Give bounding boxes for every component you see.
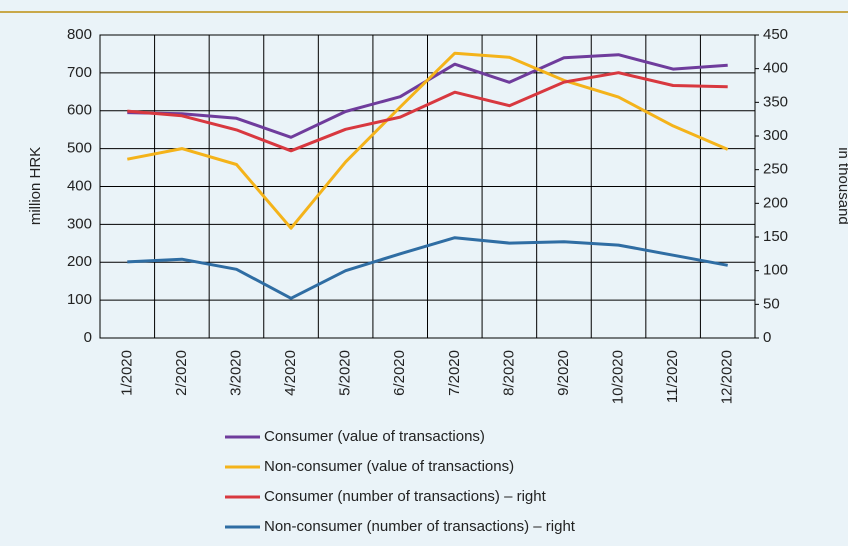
series-line <box>127 71 728 153</box>
y2-tick-label: 150 <box>763 228 788 245</box>
x-tick-label: 4/2020 <box>282 350 299 396</box>
y-tick-label: 200 <box>67 253 92 270</box>
y-tick-label: 600 <box>67 102 92 119</box>
y2-tick-label: 450 <box>763 26 788 43</box>
legend-label: Non-consumer (number of transactions) – … <box>264 518 576 535</box>
y-tick-label: 100 <box>67 291 92 308</box>
x-tick-label: 10/2020 <box>610 350 627 404</box>
y-tick-label: 300 <box>67 215 92 232</box>
x-tick-label: 3/2020 <box>227 350 244 396</box>
y2-tick-label: 200 <box>763 194 788 211</box>
y2-tick-label: 300 <box>763 127 788 144</box>
y-tick-label: 700 <box>67 64 92 81</box>
legend-label: Consumer (value of transactions) <box>264 428 485 445</box>
y2-tick-label: 0 <box>763 329 771 346</box>
y2-tick-label: 400 <box>763 60 788 77</box>
x-tick-label: 1/2020 <box>118 350 135 396</box>
x-tick-label: 7/2020 <box>446 350 463 396</box>
legend-label: Consumer (number of transactions) – righ… <box>264 488 547 505</box>
y-axis-label: million HRK <box>27 147 44 225</box>
x-tick-label: 6/2020 <box>391 350 408 396</box>
y-tick-label: 0 <box>84 329 92 346</box>
x-tick-label: 11/2020 <box>664 350 681 403</box>
y-tick-label: 800 <box>67 26 92 43</box>
x-tick-label: 8/2020 <box>500 350 517 396</box>
x-tick-label: 12/2020 <box>719 350 736 404</box>
y-tick-label: 500 <box>67 140 92 157</box>
x-tick-label: 5/2020 <box>337 350 354 396</box>
y2-tick-label: 250 <box>763 161 788 178</box>
legend-label: Non-consumer (value of transactions) <box>264 458 514 475</box>
series-line <box>127 236 728 300</box>
y2-tick-label: 100 <box>763 262 788 279</box>
y2-axis-label: in thousand <box>835 147 848 225</box>
y2-tick-label: 50 <box>763 295 780 312</box>
y-tick-label: 400 <box>67 177 92 194</box>
x-tick-label: 9/2020 <box>555 350 572 396</box>
y2-tick-label: 350 <box>763 93 788 110</box>
x-tick-label: 2/2020 <box>173 350 190 396</box>
series-line <box>127 51 729 230</box>
